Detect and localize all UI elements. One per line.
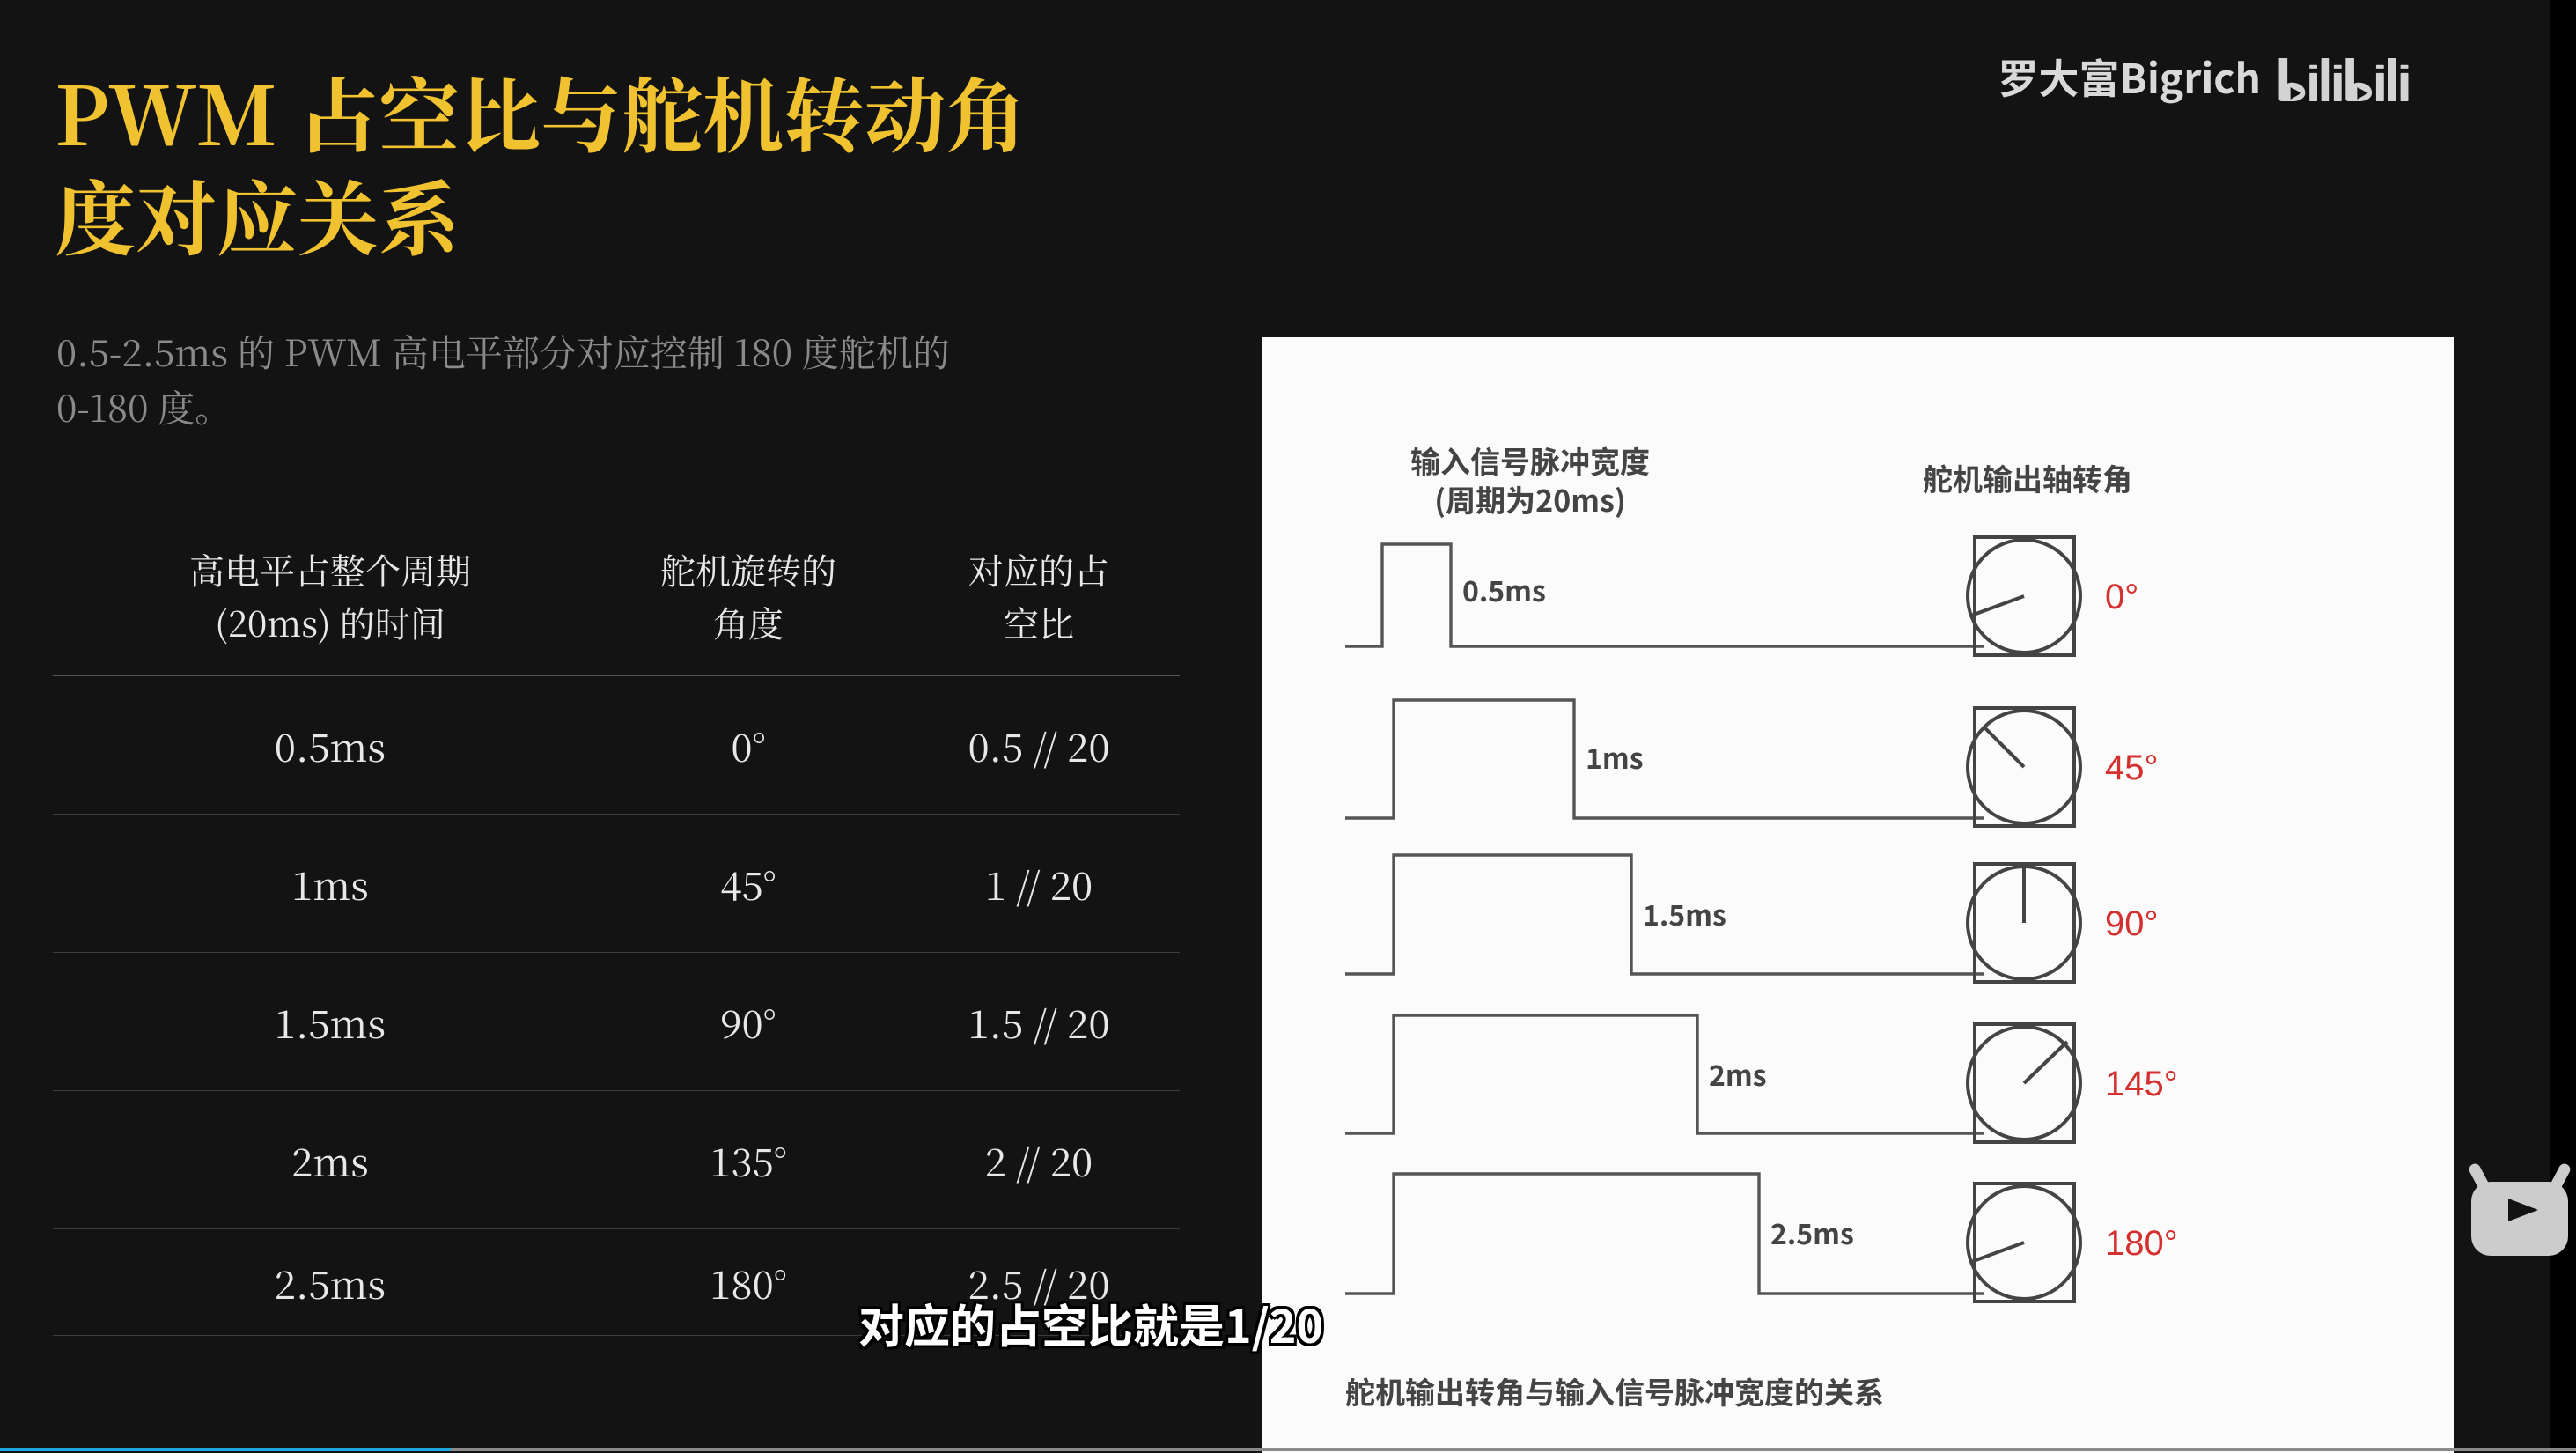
svg-text:2.5ms: 2.5ms — [1770, 1213, 1854, 1253]
svg-text:2ms: 2ms — [1709, 1054, 1767, 1095]
svg-text:0.5ms: 0.5ms — [1462, 570, 1546, 610]
svg-text:90°: 90° — [2105, 904, 2159, 943]
svg-text:145°: 145° — [2105, 1065, 2178, 1103]
svg-text:1.5ms: 1.5ms — [1643, 894, 1726, 934]
svg-text:0°: 0° — [2105, 578, 2138, 616]
svg-text:45°: 45° — [2105, 749, 2159, 787]
svg-text:180°: 180° — [2105, 1224, 2178, 1263]
svg-text:1ms: 1ms — [1586, 737, 1644, 778]
